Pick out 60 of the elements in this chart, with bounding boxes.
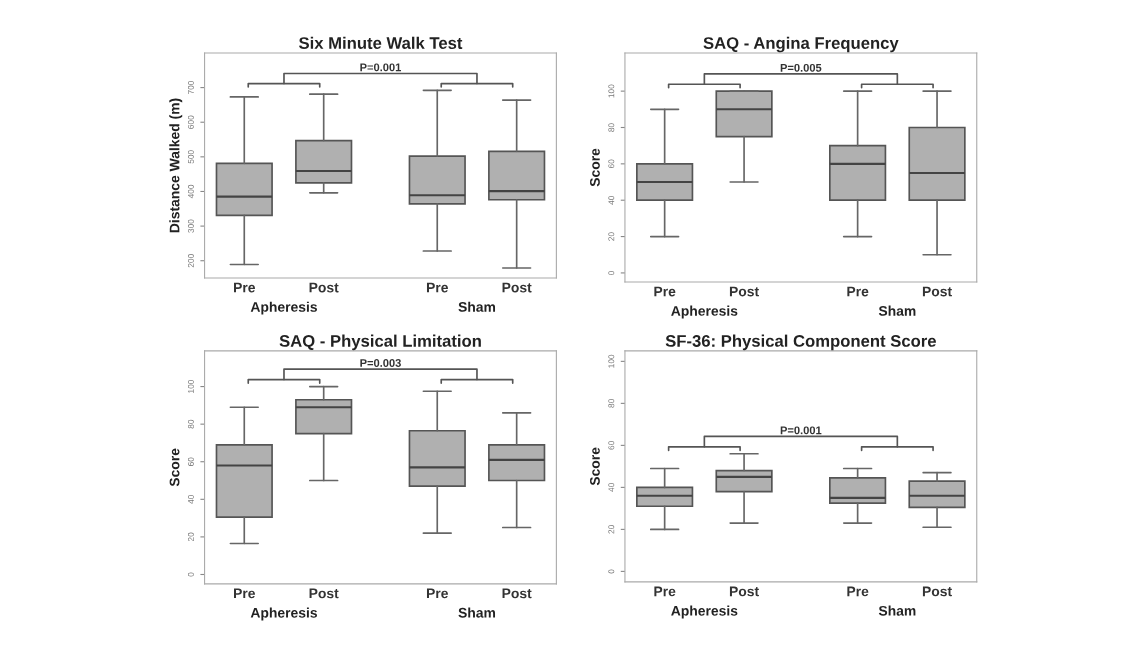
x-tick-label: Pre (847, 586, 869, 597)
y-axis-title: Distance Walked (m) (169, 98, 183, 233)
annotation: P=0.003 (360, 359, 401, 367)
x-tick-label: Pre (654, 586, 676, 597)
y-axis-title: Score (590, 447, 600, 486)
x-tick-label: Post (729, 286, 759, 297)
y-axis-title: Score (169, 448, 180, 487)
chart-title: SAQ - Physical Limitation (279, 334, 481, 351)
x-tick-label: Pre (234, 588, 255, 599)
y-tick-label: 60 (187, 457, 194, 466)
x-tick-label: Pre (426, 588, 448, 599)
text: Sham (878, 305, 916, 316)
y-tick-label: 80 (187, 419, 194, 429)
text: Apheresis (671, 605, 738, 619)
chart-title: SAQ - Angina Frequency (703, 36, 899, 53)
y-tick-label: 20 (187, 532, 194, 542)
y-tick-label: 500 (187, 150, 194, 164)
x-tick-label: Post (502, 282, 532, 293)
y-tick-label: 80 (608, 399, 615, 408)
text: Apheresis (250, 607, 317, 621)
y-tick-label: 0 (608, 569, 615, 574)
y-tick-label: 100 (608, 84, 615, 98)
text: Sham (458, 301, 496, 312)
y-tick-label: 40 (608, 483, 615, 492)
text: Sham (878, 605, 916, 616)
text: Apheresis (250, 301, 317, 315)
y-axis-title: Score (590, 148, 600, 187)
text: Apheresis (671, 305, 738, 319)
chart-title: Six Minute Walk Test (299, 36, 463, 49)
y-tick-label: 400 (187, 184, 194, 199)
chart-title: SF-36: Physical Component Score (665, 334, 936, 351)
y-tick-label: 300 (187, 219, 194, 233)
x-tick-label: Post (309, 588, 339, 599)
x-tick-label: Post (922, 586, 952, 597)
y-tick-label: 700 (187, 80, 194, 95)
y-tick-label: 0 (187, 572, 194, 577)
y-tick-label: 20 (608, 525, 615, 534)
y-tick-label: 0 (608, 270, 615, 275)
y-tick-label: 100 (608, 354, 615, 368)
x-tick-label: Pre (847, 286, 869, 297)
y-tick-label: 600 (187, 115, 194, 129)
x-tick-label: Post (309, 282, 339, 293)
y-tick-label: 200 (187, 254, 194, 268)
x-tick-label: Post (502, 588, 532, 599)
annotation: P=0.005 (780, 63, 822, 72)
x-tick-label: Pre (654, 286, 676, 297)
x-tick-label: Pre (234, 282, 255, 293)
x-tick-label: Post (729, 586, 759, 597)
y-tick-label: 20 (608, 232, 615, 241)
y-tick-label: 100 (187, 379, 194, 393)
y-tick-label: 40 (187, 495, 194, 504)
text: Sham (458, 607, 496, 618)
y-tick-label: 40 (608, 195, 615, 205)
annotation: P=0.001 (780, 426, 822, 435)
x-tick-label: Pre (426, 282, 448, 293)
x-tick-label: Post (922, 286, 952, 297)
annotation: P=0.001 (360, 63, 402, 72)
y-tick-label: 80 (608, 123, 615, 132)
y-tick-label: 60 (608, 441, 615, 450)
y-tick-label: 60 (608, 159, 615, 169)
